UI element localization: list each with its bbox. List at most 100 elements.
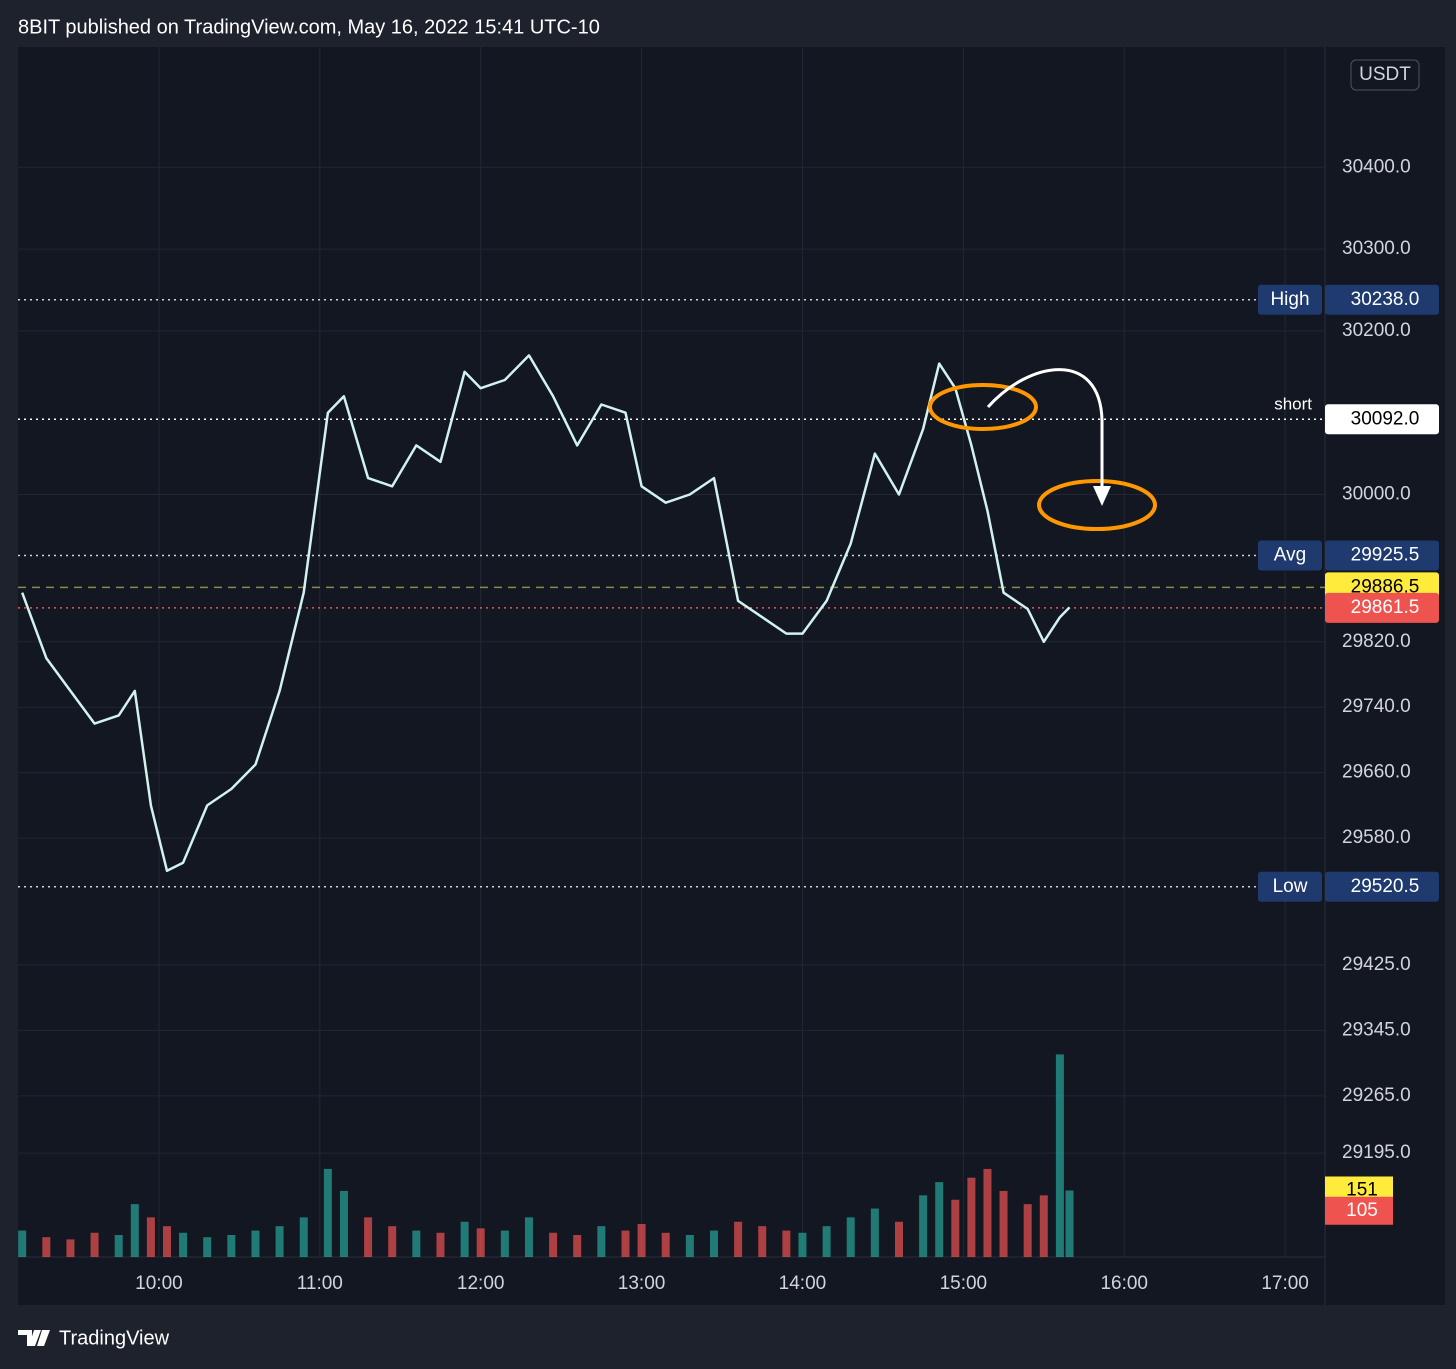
- volume-bar: [162, 1226, 171, 1257]
- volume-bar: [846, 1217, 855, 1257]
- currency: USDT: [1359, 64, 1411, 85]
- y-tick-label: 30400.0: [1342, 156, 1411, 177]
- volume-bar: [412, 1230, 421, 1257]
- volume-bar: [460, 1221, 469, 1257]
- volume-bar: [275, 1226, 284, 1257]
- volume-bar: [758, 1226, 767, 1257]
- volume-bar: [597, 1226, 606, 1257]
- chart-pane: [18, 47, 1445, 1305]
- level-name: Avg: [1274, 544, 1306, 565]
- volume-bar: [227, 1234, 236, 1257]
- x-tick-label: 15:00: [940, 1273, 988, 1294]
- volume-bar: [42, 1237, 51, 1257]
- volume-bar: [66, 1239, 75, 1257]
- volume-bar: [1039, 1195, 1048, 1257]
- volume-bar: [339, 1190, 348, 1257]
- level-price-box: [1325, 871, 1439, 902]
- levels: [18, 299, 1325, 888]
- volume-bar: [1023, 1204, 1032, 1257]
- volume-bar: [323, 1168, 332, 1257]
- level-price: 30238.0: [1351, 289, 1420, 310]
- y-tick-label: 29580.0: [1342, 827, 1411, 848]
- level-price-box: [1325, 404, 1439, 435]
- y-tick-label: 29740.0: [1342, 696, 1411, 717]
- volume: [18, 1054, 1074, 1257]
- volume-bar: [1055, 1054, 1064, 1257]
- volume-bar: [734, 1221, 743, 1257]
- level-name-box: [1258, 871, 1322, 902]
- y-tick-label: 29425.0: [1342, 954, 1411, 975]
- volume-marker-label: 151: [1346, 1180, 1378, 1201]
- volume-bar: [573, 1234, 582, 1257]
- volume-bar: [870, 1208, 879, 1257]
- level-name: Low: [1273, 876, 1308, 897]
- x-tick-label: 10:00: [135, 1273, 183, 1294]
- annotations: [928, 368, 1157, 531]
- logo: [18, 1330, 50, 1346]
- level-price-box: [1325, 592, 1439, 623]
- volume-bar: [130, 1204, 139, 1257]
- volume-bar: [782, 1230, 791, 1257]
- y-tick-label: 29265.0: [1342, 1085, 1411, 1106]
- volume-bar: [999, 1190, 1008, 1257]
- volume-bar: [299, 1217, 308, 1257]
- volume-bar: [146, 1217, 155, 1257]
- volume-bar: [935, 1182, 944, 1257]
- level-price-box: [1325, 284, 1439, 315]
- footer-brand: TradingView: [59, 1327, 170, 1349]
- volume-bar: [114, 1234, 123, 1257]
- volume-bar: [967, 1177, 976, 1257]
- level-name-box: [1258, 540, 1322, 571]
- volume-bar: [894, 1221, 903, 1257]
- volume-bar: [661, 1232, 670, 1257]
- level-price: 29925.5: [1351, 544, 1420, 565]
- volume-bar: [436, 1232, 445, 1257]
- footer: TradingView: [18, 1327, 170, 1349]
- x-tick-label: 13:00: [618, 1273, 666, 1294]
- y-tick-label: 29660.0: [1342, 762, 1411, 783]
- volume-bar: [251, 1230, 260, 1257]
- volume-bar: [822, 1226, 831, 1257]
- y-tick-label: 30200.0: [1342, 320, 1411, 341]
- volume-bar: [476, 1228, 485, 1257]
- volume-bar: [709, 1230, 718, 1257]
- volume-bar: [549, 1232, 558, 1257]
- volume-bar: [388, 1226, 397, 1257]
- volume-bar: [637, 1223, 646, 1257]
- plot: [21, 354, 1071, 873]
- level-price: 30092.0: [1351, 408, 1420, 429]
- volume-bar: [919, 1195, 928, 1257]
- arrow-head: [1093, 486, 1111, 506]
- volume-bar: [18, 1230, 27, 1257]
- volume-bar: [798, 1232, 807, 1257]
- volume-bar: [524, 1217, 533, 1257]
- x-tick-label: 14:00: [779, 1273, 827, 1294]
- y-tick-label: 29195.0: [1342, 1142, 1411, 1163]
- volume-marker-label: 105: [1346, 1200, 1378, 1221]
- volume-bar: [621, 1230, 630, 1257]
- volume-bar: [983, 1168, 992, 1257]
- volume-bar: [179, 1232, 188, 1257]
- y-tick-label: 30000.0: [1342, 484, 1411, 505]
- volume-marker: [1325, 1196, 1393, 1225]
- volume-bar: [90, 1232, 99, 1257]
- level-price: 29886.5: [1351, 576, 1420, 597]
- level-name: short: [1274, 395, 1312, 414]
- volume-bar: [364, 1217, 373, 1257]
- y-tick-label: 29345.0: [1342, 1019, 1411, 1040]
- x-tick-label: 12:00: [457, 1273, 505, 1294]
- volume-bar: [203, 1237, 212, 1257]
- ellipse-annotation: [928, 383, 1038, 431]
- volume-bar: [951, 1199, 960, 1257]
- y-tick-label: 30300.0: [1342, 238, 1411, 259]
- volume-bar: [500, 1230, 509, 1257]
- level-price: 29520.5: [1351, 876, 1420, 897]
- arrow: [986, 368, 1104, 490]
- volume-bar: [685, 1234, 694, 1257]
- level-price-box: [1325, 540, 1439, 571]
- grid: [18, 47, 1325, 1257]
- ellipse-annotation: [1037, 479, 1157, 531]
- level-name: High: [1270, 289, 1309, 310]
